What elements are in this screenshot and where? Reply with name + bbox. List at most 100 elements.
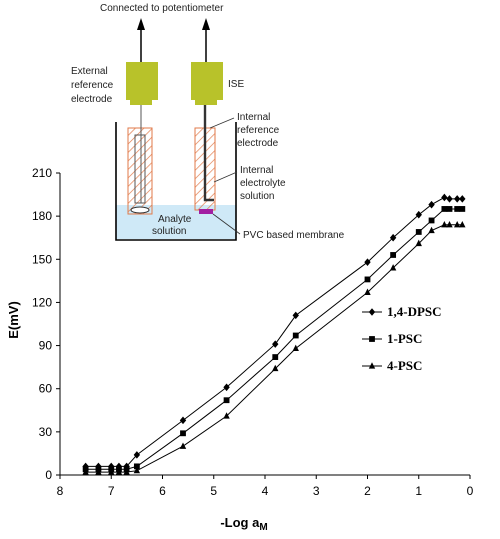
x-tick-label: 4 bbox=[262, 484, 269, 498]
legend: 1,4-DPSC 1-PSC 4-PSC bbox=[362, 304, 442, 373]
ion-selective-electrode bbox=[191, 62, 223, 214]
analyte-label-2: solution bbox=[152, 226, 186, 237]
pvc-membrane bbox=[199, 209, 213, 214]
legend-marker bbox=[369, 336, 375, 342]
y-tick-label: 30 bbox=[39, 425, 53, 439]
data-point bbox=[108, 468, 115, 475]
data-point bbox=[364, 288, 371, 295]
data-point bbox=[441, 220, 448, 228]
data-point bbox=[133, 463, 140, 470]
ise-label: ISE bbox=[228, 79, 244, 90]
data-point bbox=[179, 416, 187, 425]
data-point bbox=[428, 217, 435, 224]
x-tick-label: 2 bbox=[364, 484, 371, 498]
right-arrow-icon bbox=[202, 18, 210, 62]
data-point bbox=[428, 226, 435, 234]
data-point bbox=[446, 206, 453, 212]
legend-marker bbox=[368, 308, 376, 316]
left-arrow-icon bbox=[137, 18, 145, 62]
int-elec-label-1: Internal bbox=[240, 165, 273, 176]
x-ticks: 8 7 6 5 4 3 2 1 0 bbox=[57, 475, 474, 498]
junction-icon bbox=[130, 206, 150, 214]
int-elec-label-2: electrolyte bbox=[240, 178, 286, 189]
legend-item: 1-PSC bbox=[362, 331, 422, 346]
data-point bbox=[292, 344, 299, 352]
data-point bbox=[459, 206, 466, 212]
data-point bbox=[272, 340, 279, 348]
data-point bbox=[292, 332, 299, 339]
x-axis-title-main: -Log a bbox=[220, 515, 260, 530]
data-point bbox=[428, 200, 435, 209]
data-point bbox=[115, 468, 123, 475]
external-reference-electrode bbox=[126, 62, 158, 215]
legend-item: 4-PSC bbox=[362, 358, 422, 373]
x-axis-title-sub: M bbox=[259, 522, 267, 533]
int-ref-label-3: electrode bbox=[237, 138, 279, 149]
int-elec-label-3: solution bbox=[240, 191, 274, 202]
legend-item: 1,4-DPSC bbox=[362, 304, 442, 319]
legend-marker bbox=[368, 362, 376, 369]
ext-ref-label-3: electrode bbox=[71, 94, 113, 105]
data-point bbox=[415, 229, 422, 235]
legend-label: 1,4-DPSC bbox=[387, 304, 442, 319]
y-tick-label: 210 bbox=[32, 166, 52, 180]
series-3 bbox=[82, 220, 466, 475]
data-point bbox=[95, 468, 102, 475]
data-point bbox=[364, 276, 371, 283]
data-point bbox=[459, 220, 466, 228]
data-point bbox=[453, 195, 461, 203]
data-point bbox=[446, 220, 453, 228]
data-point bbox=[441, 206, 448, 212]
x-axis-title: -Log aM bbox=[220, 515, 267, 533]
y-tick-label: 150 bbox=[32, 252, 52, 266]
series-2 bbox=[82, 206, 466, 473]
electrode-diagram: Connected to potentiometer bbox=[71, 3, 345, 241]
int-ref-label-1: Internal bbox=[237, 112, 270, 123]
y-tick-label: 60 bbox=[39, 382, 53, 396]
data-point bbox=[180, 430, 186, 437]
data-point bbox=[459, 195, 466, 203]
data-point bbox=[389, 233, 397, 242]
y-tick-label: 0 bbox=[45, 468, 52, 482]
y-ticks: 0 30 60 90 120 150 180 210 bbox=[32, 166, 60, 482]
data-point bbox=[223, 412, 230, 419]
membrane-label: PVC based membrane bbox=[243, 230, 345, 241]
y-tick-label: 90 bbox=[39, 339, 53, 353]
data-point bbox=[441, 193, 448, 202]
legend-label: 1-PSC bbox=[387, 331, 422, 346]
ext-ref-label-1: External bbox=[71, 66, 108, 77]
data-point bbox=[415, 210, 422, 219]
data-point bbox=[389, 264, 397, 271]
y-tick-label: 180 bbox=[32, 209, 52, 223]
data-point bbox=[133, 451, 141, 459]
data-point bbox=[223, 397, 230, 404]
x-tick-label: 8 bbox=[57, 484, 64, 498]
data-point bbox=[446, 195, 453, 203]
analyte-label-1: Analyte bbox=[158, 214, 192, 225]
data-point bbox=[415, 239, 422, 247]
data-point bbox=[272, 364, 279, 372]
int-ref-label-2: reference bbox=[237, 125, 280, 136]
potentiometer-label: Connected to potentiometer bbox=[100, 3, 224, 14]
x-tick-label: 5 bbox=[210, 484, 217, 498]
x-tick-label: 1 bbox=[415, 484, 422, 498]
x-tick-label: 0 bbox=[467, 484, 474, 498]
data-point bbox=[364, 258, 371, 266]
data-point bbox=[453, 220, 461, 228]
data-point bbox=[454, 206, 461, 212]
y-axis-title: E(mV) bbox=[6, 301, 21, 339]
data-point bbox=[123, 468, 130, 475]
x-tick-label: 7 bbox=[108, 484, 115, 498]
data-point bbox=[133, 466, 141, 474]
x-tick-label: 6 bbox=[159, 484, 166, 498]
data-point bbox=[223, 383, 230, 392]
x-tick-label: 3 bbox=[313, 484, 320, 498]
data-point bbox=[179, 442, 187, 449]
data-point bbox=[272, 354, 279, 360]
ext-ref-label-2: reference bbox=[71, 80, 114, 91]
series-layer bbox=[82, 193, 466, 475]
y-tick-label: 120 bbox=[32, 295, 52, 309]
legend-label: 4-PSC bbox=[387, 358, 422, 373]
